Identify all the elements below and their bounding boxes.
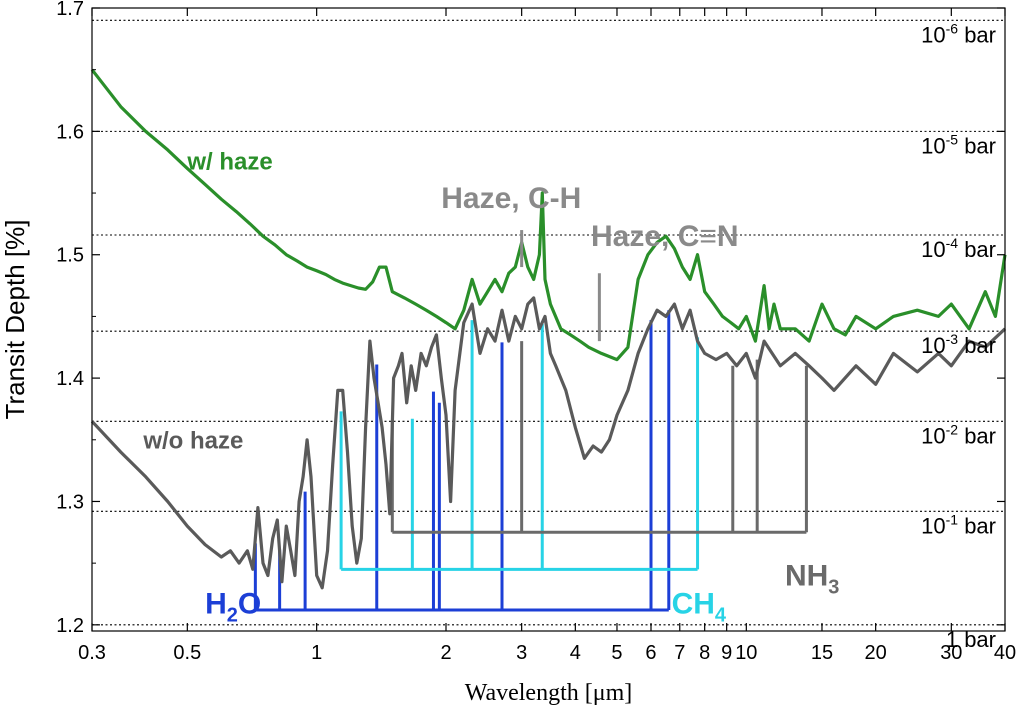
pressure-label: 10-5 bar — [921, 131, 996, 158]
series-label: w/ haze — [186, 149, 272, 176]
y-tick-label: 1.5 — [56, 245, 84, 267]
haze-annotations: Haze, C-H Haze, C≡N — [441, 182, 739, 342]
feature-nh3 — [390, 341, 808, 534]
molecule-label: H2O — [205, 588, 261, 627]
x-tick-label: 0.3 — [78, 642, 106, 664]
series-label: w/o haze — [142, 427, 243, 454]
series-line — [90, 296, 1007, 590]
y-tick-label: 1.3 — [56, 491, 84, 513]
spectrum-series — [90, 68, 1007, 590]
y-tick-label: 1.7 — [56, 0, 84, 20]
x-tick-label: 15 — [811, 642, 833, 664]
pressure-label: 1 bar — [946, 627, 996, 652]
axis-ticks: 0.3 0.5 1 2 3 4 5 6 7 8 9 10 15 20 30 40 1.2 1.3 1.4 1.5 1.6… — [56, 0, 1016, 664]
pressure-label: 10-6 bar — [921, 20, 996, 47]
x-tick-label: 40 — [994, 642, 1016, 664]
x-tick-label: 20 — [865, 642, 887, 664]
y-tick-label: 1.6 — [56, 121, 84, 143]
plot-frame — [91, 7, 1006, 632]
x-tick-label: 3 — [516, 642, 527, 664]
pressure-label: 10-4 bar — [921, 235, 996, 262]
annotation-label: Haze, C-H — [441, 182, 581, 215]
x-tick-label: 30 — [940, 642, 962, 664]
x-tick-label: 1 — [311, 642, 322, 664]
annotation-label: Haze, C≡N — [591, 220, 739, 253]
molecule-label: NH3 — [785, 559, 839, 598]
x-tick-label: 10 — [735, 642, 757, 664]
x-tick-label: 8 — [699, 642, 710, 664]
x-tick-label: 2 — [440, 642, 451, 664]
x-axis-title: Wavelength [μm] — [465, 680, 633, 706]
x-tick-label: 5 — [611, 642, 622, 664]
molecular-features — [253, 310, 808, 612]
pressure-label: 10-1 bar — [921, 511, 996, 538]
y-tick-label: 1.2 — [56, 615, 84, 637]
series-line — [90, 68, 1007, 362]
x-tick-label: 9 — [721, 642, 732, 664]
pressure-label: 10-3 bar — [921, 331, 996, 358]
y-tick-label: 1.4 — [56, 368, 84, 390]
feature-ch4 — [339, 320, 700, 571]
pressure-label: 10-2 bar — [921, 421, 996, 448]
chart-labels: 10-6 bar 10-5 bar 10-4 bar 10-3 bar 10-2 bar… — [142, 20, 996, 651]
y-axis-title: Transit Depth [%] — [0, 220, 30, 420]
x-tick-label: 7 — [674, 642, 685, 664]
molecule-label: CH4 — [672, 588, 727, 627]
feature-h2o — [253, 310, 671, 612]
x-tick-label: 0.5 — [173, 642, 201, 664]
x-tick-label: 6 — [645, 642, 656, 664]
x-tick-label: 4 — [570, 642, 581, 664]
